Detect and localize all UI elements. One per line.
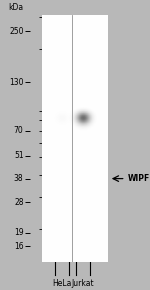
Text: 38: 38 <box>14 174 24 183</box>
Text: kDa: kDa <box>8 3 23 12</box>
Text: 70: 70 <box>14 126 24 135</box>
Text: Jurkat: Jurkat <box>72 279 94 288</box>
Text: 250: 250 <box>9 27 24 36</box>
Text: 51: 51 <box>14 151 24 160</box>
Text: 19: 19 <box>14 228 24 237</box>
Text: 28: 28 <box>14 198 24 207</box>
Text: 16: 16 <box>14 242 24 251</box>
Text: WIPF1: WIPF1 <box>127 174 150 183</box>
Text: HeLa: HeLa <box>52 279 72 288</box>
Text: 130: 130 <box>9 78 24 87</box>
